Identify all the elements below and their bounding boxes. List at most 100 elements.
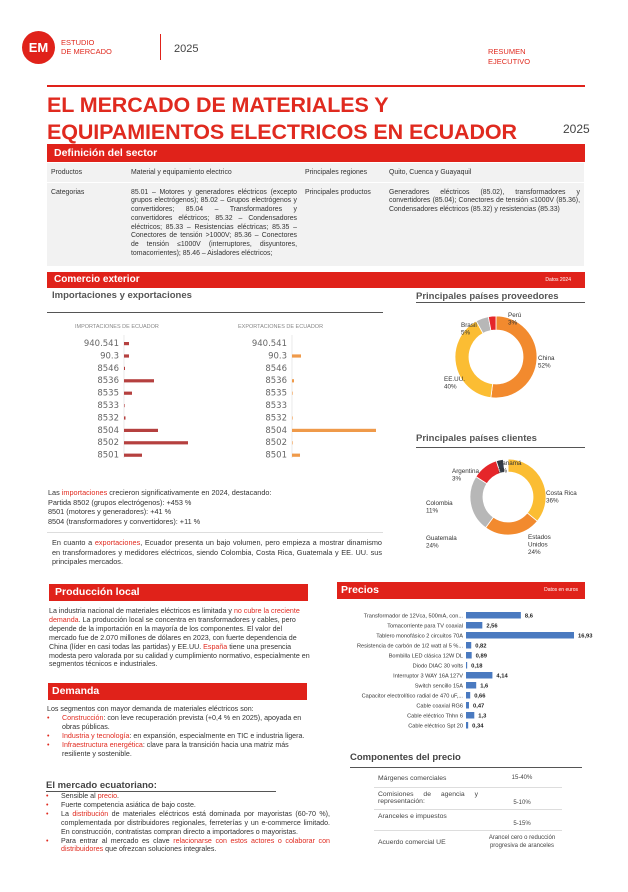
bar [124,379,154,383]
bar [466,632,574,639]
data-note: Datos en euros [544,587,578,593]
category-label: Switch sencillo 15A [415,684,463,690]
row-key: Principales productos [301,182,385,267]
rule [416,302,585,303]
data-label: 8,6 [525,614,534,620]
rule [350,767,582,768]
rule [47,532,383,533]
suppliers-donut: China 52% EE.UU. 40% Brasil 5% Perú 3% [444,312,555,399]
list-item: Infraestructura energética: clave para l… [47,741,307,759]
category-label: Capacitor electrolítico radial de 470 uF… [362,694,464,700]
bar [466,652,472,659]
tick-label: 8546 [97,364,119,374]
donut-slice [502,458,509,473]
bar [466,622,483,629]
title-line2: EQUIPAMIENTOS ELECTRICOS EN ECUADOR [47,120,517,144]
data-label: 1,3 [478,714,487,720]
data-label: 0,18 [471,664,483,670]
bar [292,354,301,358]
category-label: Bombilla LED clásica 12W DL [389,654,463,660]
category-label: Cable eléctrico Spt 20 [408,724,463,730]
subheading-market: El mercado ecuatoriano: [46,780,276,792]
section-title: Precios [341,584,379,596]
section-precios: Precios Datos en euros [337,582,585,599]
data-label: 0,34 [472,724,484,730]
slice-label: Panamá 2% [498,460,522,475]
tick-label: 940.541 [252,339,287,349]
tick-label: 8532 [265,413,287,423]
bar [292,441,293,445]
header-year: 2025 [174,43,199,55]
brand-name: ESTUDIO DE MERCADO [61,38,112,56]
imports-summary: Las importaciones crecieron significativ… [48,488,272,526]
section-produccion: Producción local [49,584,308,601]
chart-title: IMPORTACIONES DE ECUADOR [75,324,159,330]
table-row: Aranceles e impuestos 5-15% [374,809,562,831]
bar [124,453,142,457]
list-item: Para entrar al mercado es clave relacion… [46,837,330,855]
tick-label: 8502 [265,438,287,448]
bar [292,453,300,457]
bar [292,416,293,420]
doc-type-line1: RESUMEN [488,47,526,56]
slice-label: Brasil 5% [461,322,477,337]
section-comercio: Comercio exterior Datos 2024 [47,272,585,288]
production-text: La industria nacional de materiales eléc… [49,607,310,669]
tick-label: 8502 [97,438,119,448]
bar [292,379,294,383]
slice-label: Argentina 3% [452,468,479,483]
slice-label: Colombia 11% [426,500,453,515]
subheading-components: Componentes del precio [350,752,461,763]
components-table: Márgenes comerciales 15-40% Comisiones de… [374,770,562,854]
brand-line1: ESTUDIO [61,38,95,47]
category-label: Transformador de 12Vca, 500mA, con... [364,614,464,620]
tick-label: 8533 [265,401,287,411]
imports-chart: IMPORTACIONES DE ECUADOR 940.541 90.3 8546 8… [75,324,188,461]
tick-label: 8535 [97,389,119,399]
exports-summary: En cuanto a exportaciones, Ecuador prese… [52,538,382,567]
table-row: Márgenes comerciales 15-40% [374,770,562,788]
bar [466,612,521,619]
table-row: Comisiones de agencia y representación: 5… [374,787,562,810]
tick-label: 8533 [97,401,119,411]
header-divider [160,34,161,60]
page-title: EL MERCADO DE MATERIALES Y EQUIPAMIENTOS… [47,92,517,146]
data-label: 16,93 [578,634,593,640]
slice-label: EE.UU. 40% [444,376,465,391]
rule [416,447,585,448]
data-label: 4,14 [496,674,508,680]
list-item: Sensible al precio. [46,792,330,801]
bar [466,642,472,649]
title-line1: EL MERCADO DE MATERIALES Y [47,93,389,117]
bar [466,662,468,669]
bar [124,416,126,420]
donut-slice [485,512,538,536]
bar [292,391,293,395]
slice-label: Costa Rica 36% [546,490,577,505]
donut-slice [469,476,494,529]
data-label: 2,56 [486,624,498,630]
logo: EM [22,31,55,64]
tick-label: 90.3 [100,351,119,361]
clients-donut: Costa Rica 36% Estados Unidos 24% Guatemala 24… [426,458,577,556]
bar [124,342,129,346]
list-item: La distribución de materiales eléctricos… [46,810,330,837]
slice-label: Perú 3% [508,312,522,327]
data-label: 0,47 [473,704,484,710]
category-label: Cable eléctrico Thhn 6 [407,714,463,720]
category-label: Interruptor 3 WAY 16A 127V [393,674,463,680]
rule [47,312,383,313]
list-item: Industria y tecnología: en expansión, es… [47,732,307,741]
brand-line2: DE MERCADO [61,47,112,56]
data-note: Datos 2024 [545,277,571,283]
row-value: 85.01 – Motores y generadores eléctricos… [127,182,301,267]
bar [124,404,125,408]
tick-label: 8504 [97,426,119,436]
slice-label: China 52% [538,355,555,370]
tick-label: 8536 [265,376,287,386]
bar [124,354,129,358]
data-label: 1,6 [480,684,489,690]
tick-label: 8501 [97,451,119,461]
doc-type-line2: EJECUTIVO [488,57,531,66]
demand-text: Los segmentos con mayor demanda de mater… [47,705,307,758]
